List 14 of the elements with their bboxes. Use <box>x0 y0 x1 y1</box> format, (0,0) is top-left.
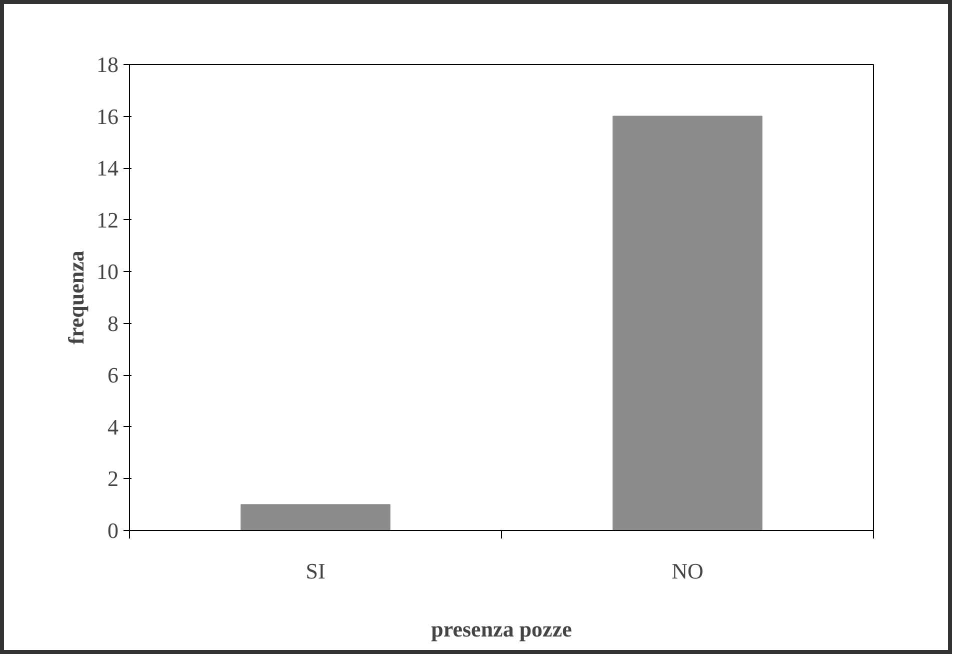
x-axis-title: presenza pozze <box>431 616 572 642</box>
x-tick-label: NO <box>672 558 704 584</box>
y-axis-title: frequenza <box>64 250 88 344</box>
y-tick-label: 18 <box>96 52 118 77</box>
y-tick-label: 14 <box>96 156 118 181</box>
y-tick-label: 16 <box>96 104 118 129</box>
y-tick-label: 12 <box>96 207 118 232</box>
x-tick-label: SI <box>306 558 326 584</box>
y-tick-label: 10 <box>96 259 118 284</box>
y-tick-label: 4 <box>108 414 118 440</box>
y-tick-label: 8 <box>108 310 118 336</box>
y-tick-label: 6 <box>108 362 118 388</box>
y-tick-label: 0 <box>108 518 118 543</box>
y-tick-label: 2 <box>108 466 118 492</box>
